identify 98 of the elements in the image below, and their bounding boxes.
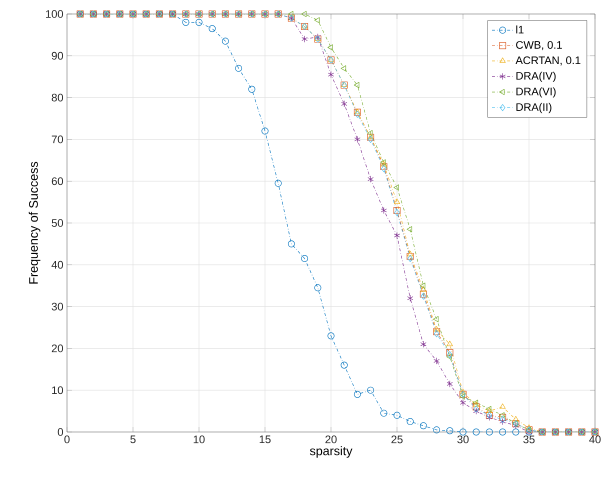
- point: [274, 180, 282, 187]
- point: [420, 282, 426, 289]
- point: [420, 286, 426, 292]
- point: [500, 418, 506, 426]
- point: [446, 427, 454, 434]
- point: [341, 100, 348, 108]
- y-tick-label: 60: [52, 177, 64, 186]
- legend-label: ACRTAN, 0.1: [516, 56, 580, 66]
- point: [420, 340, 426, 348]
- y-tick-label: 50: [52, 219, 64, 227]
- y-tick-label: 40: [52, 260, 64, 269]
- x-tick-label: 10: [194, 436, 205, 444]
- point: [301, 255, 308, 262]
- point: [512, 428, 520, 436]
- point: [354, 390, 361, 398]
- point: [472, 403, 480, 410]
- point: [460, 393, 465, 400]
- point: [302, 36, 308, 43]
- point: [473, 408, 480, 415]
- point: [526, 424, 532, 430]
- point: [394, 232, 400, 240]
- point: [208, 25, 216, 32]
- y-tick-label: 100: [46, 10, 64, 18]
- point: [288, 10, 294, 18]
- point: [328, 71, 334, 78]
- point: [460, 428, 466, 436]
- point: [460, 399, 466, 406]
- point: [301, 10, 306, 18]
- point: [433, 426, 440, 434]
- y-tick-label: 30: [52, 302, 64, 310]
- point: [446, 380, 453, 388]
- x-tick-label: 35: [523, 436, 535, 444]
- legend-label: CWB, 0.1: [516, 41, 562, 50]
- point: [434, 326, 440, 332]
- point: [380, 206, 387, 214]
- point: [407, 294, 414, 302]
- point: [367, 386, 374, 394]
- point: [394, 412, 400, 419]
- x-axis-title: sparsity: [310, 446, 352, 458]
- point: [434, 357, 440, 364]
- point: [472, 428, 480, 436]
- point: [446, 340, 453, 346]
- y-tick-label: 80: [52, 94, 64, 102]
- point: [406, 226, 412, 232]
- point: [500, 403, 506, 409]
- legend-label: DRA(IV): [516, 72, 556, 82]
- point: [394, 206, 400, 214]
- legend-label: l1: [516, 25, 524, 34]
- point: [340, 65, 346, 72]
- x-tick-label: 25: [391, 436, 403, 444]
- x-tick-label: 15: [260, 436, 271, 444]
- point: [196, 18, 202, 26]
- point: [406, 252, 414, 260]
- y-tick-label: 90: [52, 52, 64, 60]
- point: [408, 255, 413, 262]
- point: [474, 406, 479, 412]
- point: [248, 86, 256, 93]
- x-tick-label: 0: [64, 436, 70, 444]
- point: [328, 332, 334, 340]
- point: [235, 64, 242, 72]
- point: [433, 316, 438, 322]
- point: [354, 136, 360, 143]
- point: [222, 38, 229, 45]
- point: [499, 412, 504, 418]
- y-tick-label: 70: [52, 136, 64, 144]
- point: [340, 362, 348, 369]
- legend-label: DRA(VI): [516, 87, 556, 98]
- point: [367, 130, 372, 136]
- point: [288, 240, 295, 248]
- point: [407, 250, 414, 256]
- legend-label: DRA(II): [516, 102, 552, 114]
- point: [420, 422, 427, 430]
- y-axis-title: Frequency of Success: [28, 162, 40, 284]
- x-tick-label: 40: [589, 436, 601, 444]
- point: [262, 128, 268, 135]
- point: [394, 209, 400, 216]
- point: [182, 18, 190, 26]
- point: [446, 354, 452, 360]
- point: [406, 418, 414, 426]
- y-tick-label: 20: [52, 344, 64, 352]
- point: [394, 184, 399, 191]
- point: [314, 17, 320, 24]
- point: [354, 82, 360, 88]
- point: [512, 416, 519, 422]
- point: [314, 284, 322, 292]
- point: [486, 428, 493, 436]
- point: [328, 44, 333, 50]
- point: [394, 198, 400, 204]
- x-tick-label: 20: [325, 436, 337, 444]
- point: [499, 428, 506, 436]
- point: [380, 410, 388, 417]
- x-tick-label: 30: [457, 436, 469, 444]
- y-tick-label: 0: [58, 428, 64, 436]
- point: [460, 388, 466, 394]
- point: [314, 33, 321, 40]
- y-tick-label: 10: [52, 386, 64, 394]
- x-tick-label: 5: [130, 436, 136, 444]
- point: [368, 176, 374, 183]
